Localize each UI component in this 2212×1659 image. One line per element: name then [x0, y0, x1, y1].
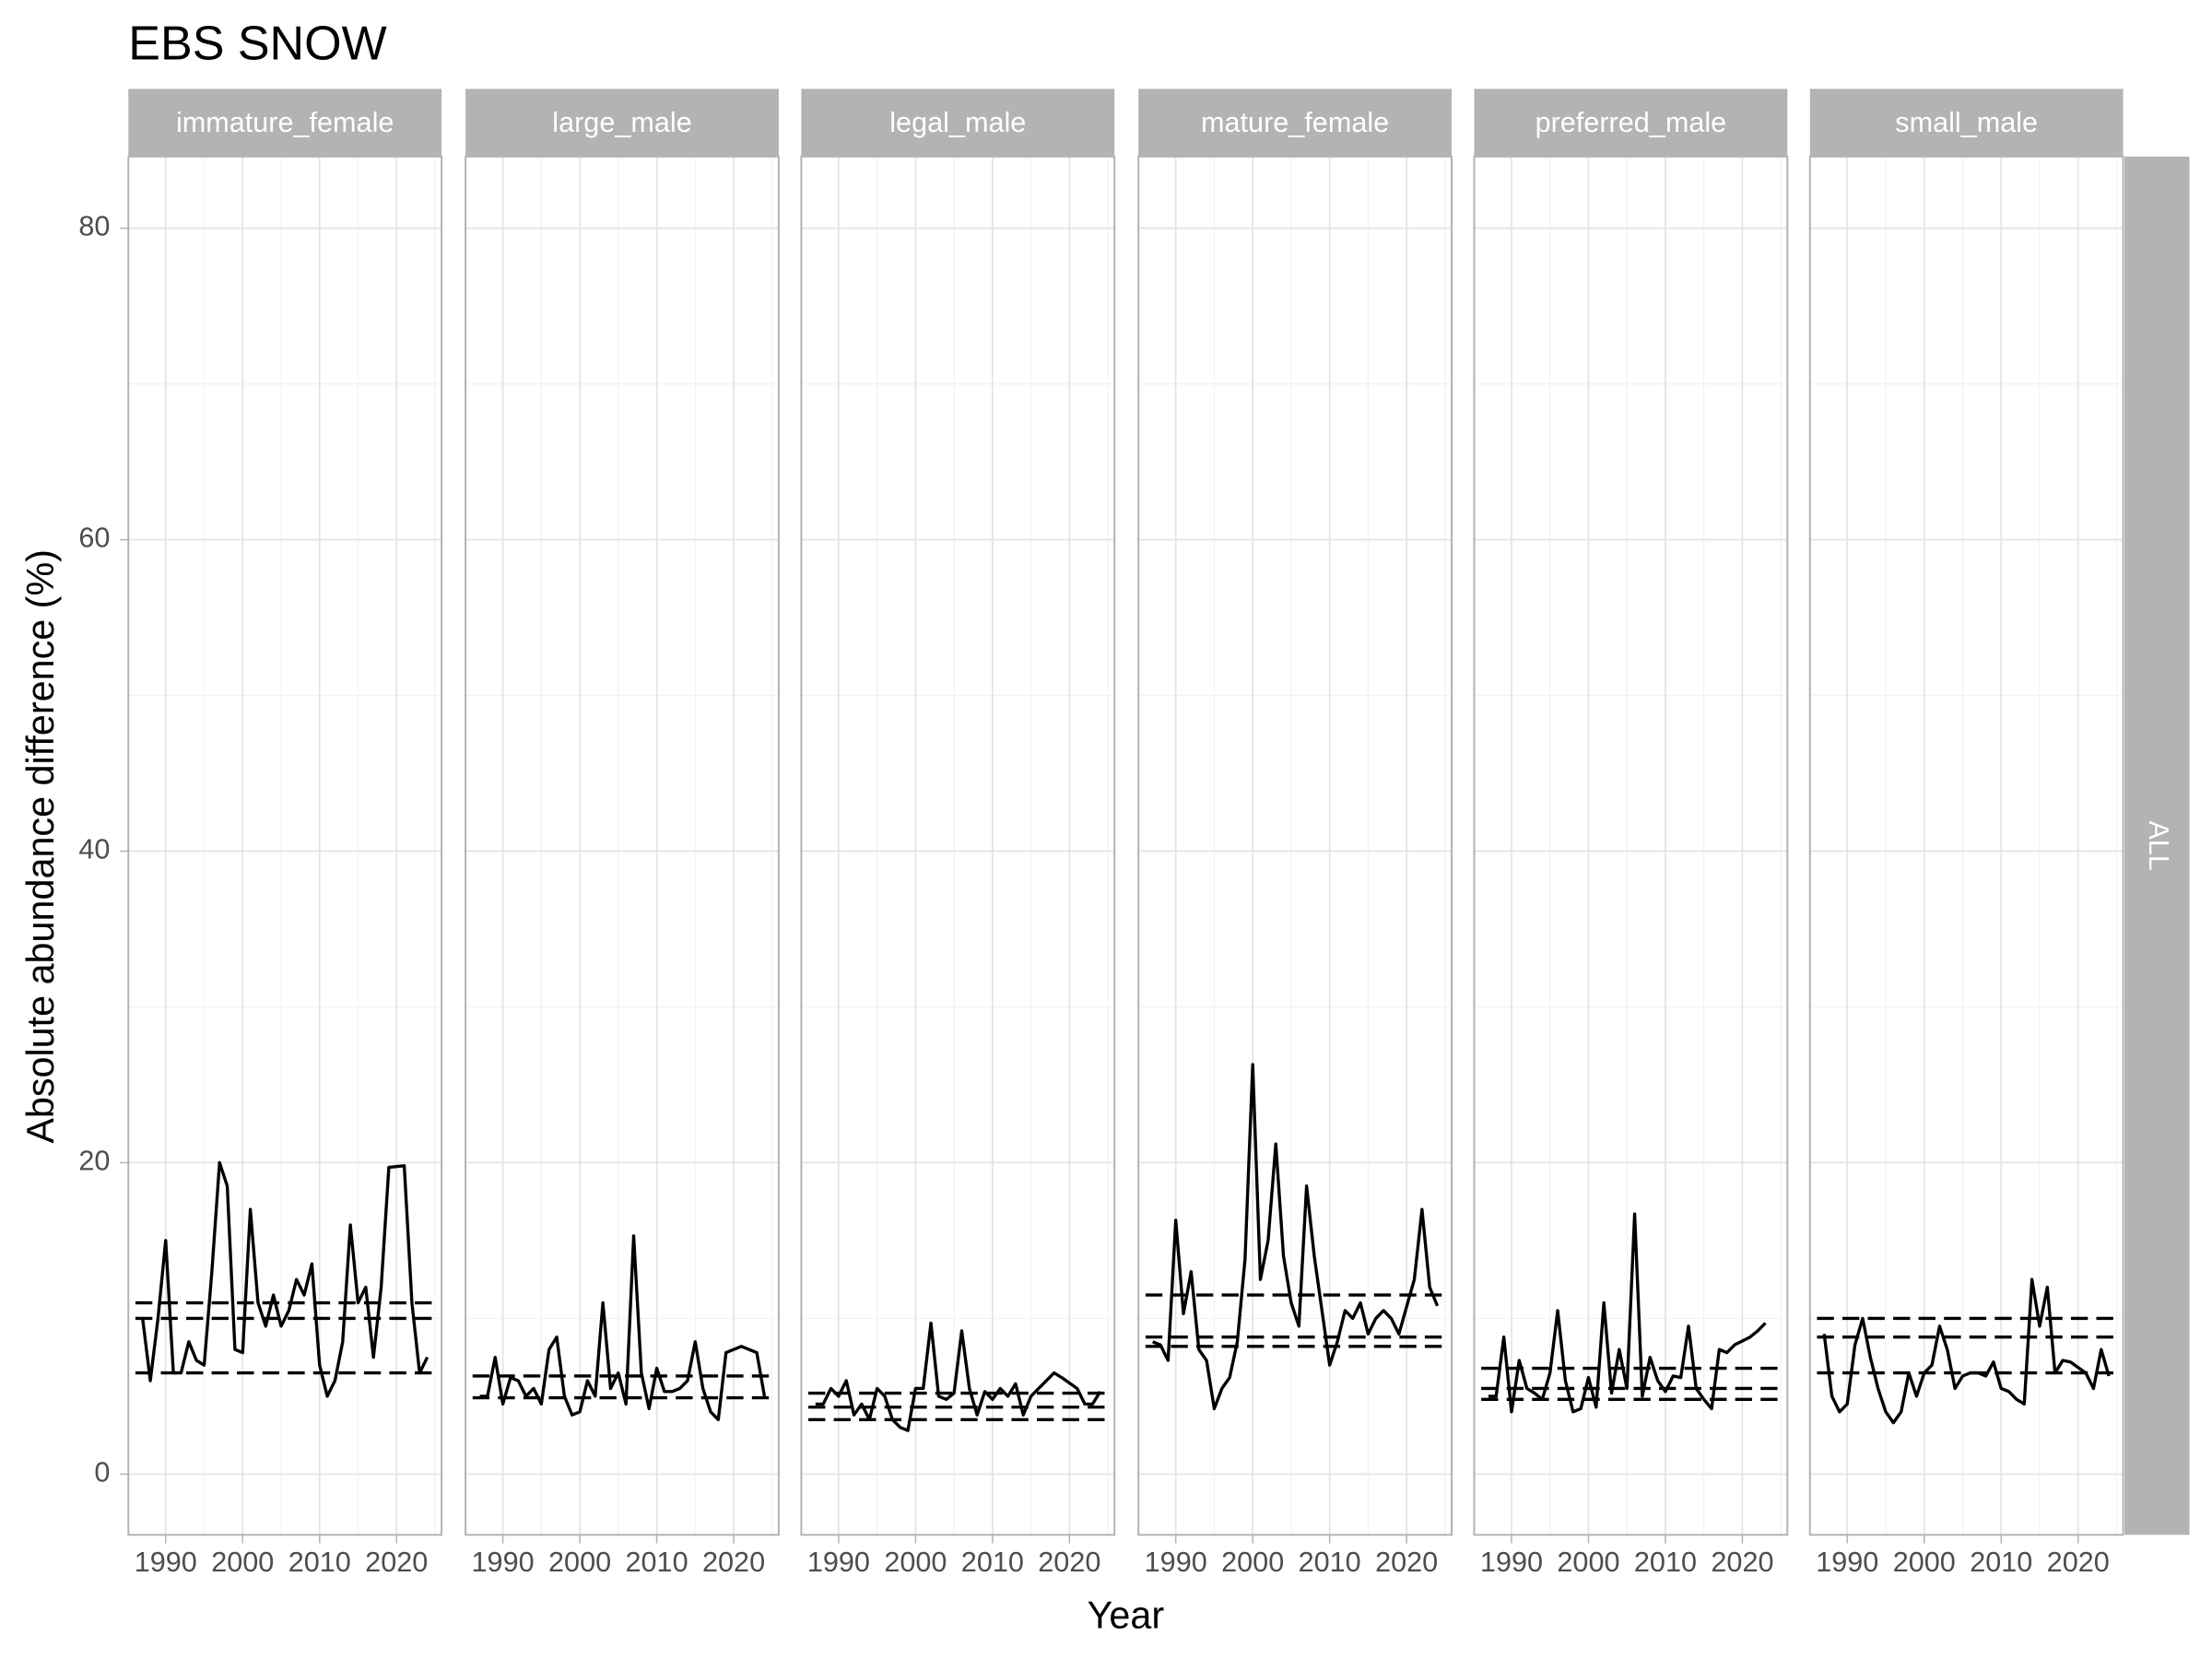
x-tick-label: 2010 [1299, 1547, 1361, 1578]
x-tick-label: 2000 [884, 1547, 947, 1578]
x-tick-label: 2020 [1038, 1547, 1100, 1578]
facet-strip-label: preferred_male [1535, 107, 1727, 138]
series-line [1152, 1063, 1440, 1411]
x-tick-label: 1990 [1480, 1547, 1543, 1578]
series-line [141, 1160, 429, 1398]
x-tick-label: 2010 [1634, 1547, 1697, 1578]
x-tick-label: 2020 [1375, 1547, 1438, 1578]
panel-background [465, 156, 779, 1535]
x-tick-label: 1990 [807, 1547, 870, 1578]
y-tick-label: 20 [78, 1146, 110, 1177]
series-line [1488, 1212, 1767, 1414]
y-tick-label: 60 [78, 523, 110, 554]
panel-background [1138, 156, 1452, 1535]
facet-strip [465, 88, 779, 157]
x-tick-label: 2020 [365, 1547, 428, 1578]
x-tick-label: 2000 [548, 1547, 611, 1578]
x-tick-label: 1990 [1816, 1547, 1878, 1578]
series-line [479, 1234, 767, 1421]
facet-strip [128, 88, 442, 157]
y-tick-label: 0 [94, 1457, 110, 1488]
facet-strip [801, 88, 1115, 157]
facet-strip-label: mature_female [1201, 107, 1389, 138]
x-tick-label: 1990 [472, 1547, 535, 1578]
facet-strip-label: small_male [1895, 107, 2038, 138]
x-tick-label: 2020 [2047, 1547, 2110, 1578]
facet-strip-label: legal_male [889, 107, 1026, 138]
series-line [1822, 1277, 2111, 1425]
y-tick-label: 40 [78, 834, 110, 865]
facet-strip [1809, 88, 2124, 157]
x-tick-label: 2010 [1970, 1547, 2032, 1578]
x-tick-label: 2000 [1893, 1547, 1956, 1578]
x-tick-label: 1990 [1145, 1547, 1207, 1578]
facet-strip [1138, 88, 1452, 157]
row-strip [2124, 156, 2190, 1535]
facet-strip [1474, 88, 1788, 157]
x-tick-label: 2010 [288, 1547, 351, 1578]
panel-background [128, 156, 442, 1535]
series-line [815, 1321, 1102, 1432]
row-strip-label: ALL [2143, 820, 2174, 870]
chart-title: EBS SNOW [128, 17, 386, 70]
facet-strip-label: large_male [552, 107, 691, 138]
x-axis-title: Year [1088, 1594, 1165, 1636]
x-tick-label: 2000 [211, 1547, 274, 1578]
x-tick-label: 1990 [135, 1547, 197, 1578]
panel-background [1809, 156, 2124, 1535]
x-tick-label: 2010 [961, 1547, 1024, 1578]
y-tick-label: 80 [78, 211, 110, 242]
x-tick-label: 2000 [1557, 1547, 1619, 1578]
x-tick-label: 2000 [1221, 1547, 1284, 1578]
x-tick-label: 2010 [626, 1547, 688, 1578]
panel-background [801, 156, 1115, 1535]
facet-strip-label: immature_female [176, 107, 394, 138]
x-tick-label: 2020 [702, 1547, 765, 1578]
x-tick-label: 2020 [1711, 1547, 1773, 1578]
y-axis-title: Absolute abundance difference (%) [19, 549, 62, 1144]
